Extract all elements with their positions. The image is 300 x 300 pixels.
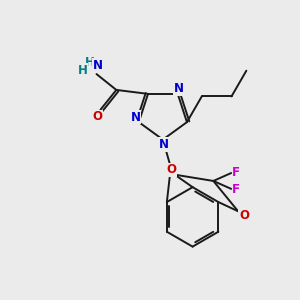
Text: N: N: [174, 82, 184, 95]
Text: N: N: [159, 138, 169, 151]
Text: O: O: [92, 110, 103, 123]
Text: H: H: [85, 56, 94, 69]
Text: N: N: [131, 111, 141, 124]
Text: O: O: [239, 209, 249, 222]
Text: O: O: [167, 163, 177, 176]
Text: N: N: [92, 58, 103, 72]
Text: F: F: [232, 166, 240, 178]
Text: F: F: [232, 183, 240, 196]
Text: H: H: [78, 64, 88, 76]
